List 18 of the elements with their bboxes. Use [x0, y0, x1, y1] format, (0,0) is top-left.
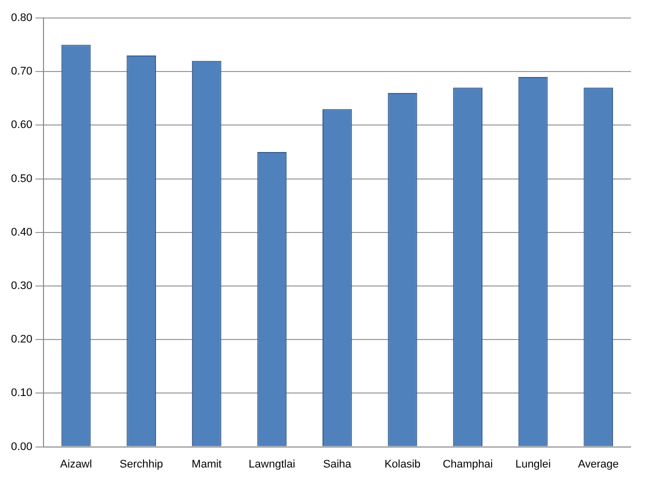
x-tick-label: Champhai — [442, 458, 493, 470]
y-tick-label: 0.00 — [10, 440, 32, 453]
x-tick-label: Serchhip — [120, 458, 164, 470]
y-tick-label: 0.20 — [10, 334, 32, 346]
y-tick-label: 0.50 — [10, 172, 32, 185]
y-tick-label: 0.40 — [10, 226, 32, 238]
y-tick-label: 0.60 — [10, 119, 32, 132]
x-tick-label: Aizawl — [60, 458, 92, 470]
y-tick-label: 0.30 — [10, 280, 32, 292]
x-tick-label: Mamit — [192, 458, 222, 470]
x-tick-label: Lunglei — [515, 458, 551, 470]
y-tick-label: 0.70 — [10, 66, 32, 78]
x-tick-label: Lawngtlai — [248, 458, 296, 470]
x-tick-label: Kolasib — [384, 458, 421, 470]
y-tick-label: 0.80 — [10, 12, 32, 24]
y-tick-label: 0.10 — [10, 387, 32, 400]
x-tick-label: Average — [578, 458, 619, 470]
x-tick-label: Saiha — [323, 458, 352, 470]
